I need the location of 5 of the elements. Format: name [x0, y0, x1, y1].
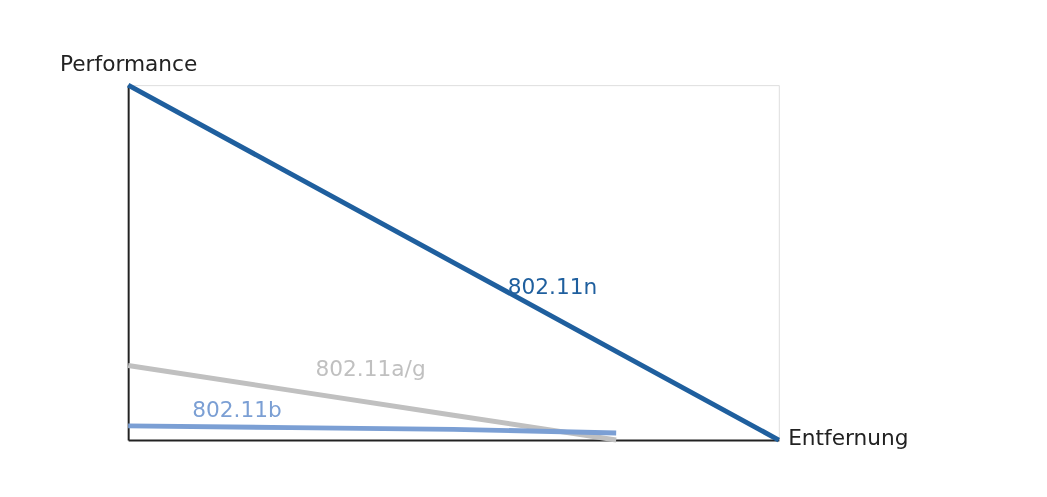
- x-axis-title: Entfernung: [788, 425, 909, 451]
- y-axis-title: Performance: [59, 50, 198, 76]
- series-label: 802.11n: [507, 274, 598, 300]
- series-label: 802.11b: [192, 396, 282, 422]
- series-label: 802.11a/g: [315, 355, 426, 381]
